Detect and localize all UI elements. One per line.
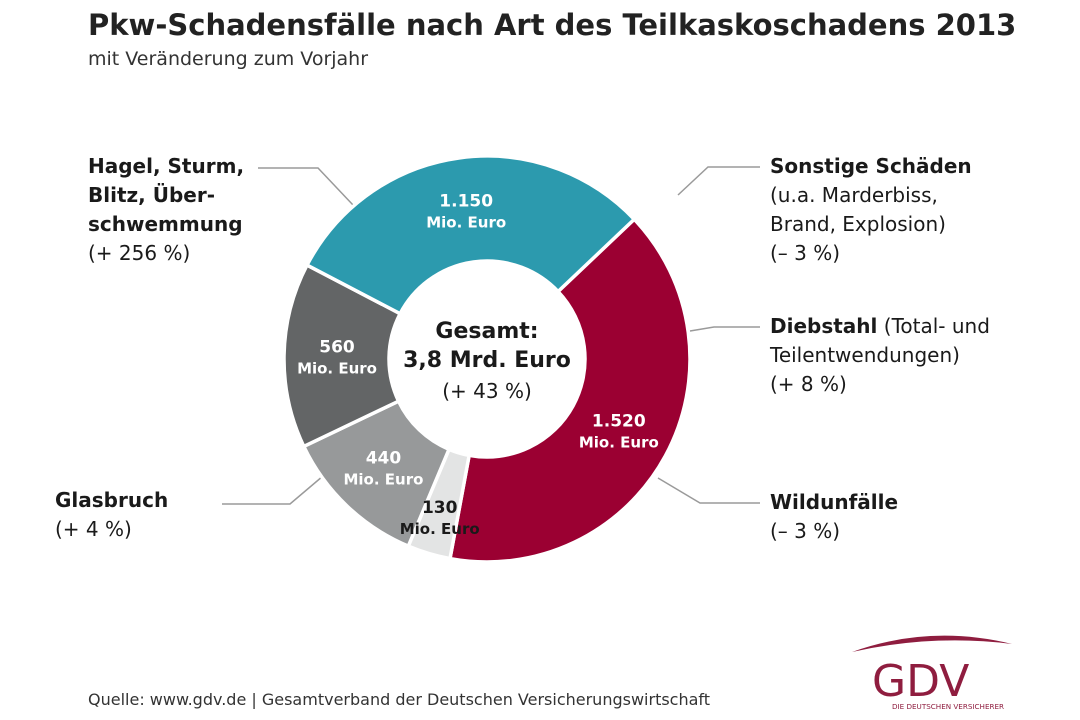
slice-glas-value: 1.150 <box>439 191 493 211</box>
leader-wild <box>657 477 760 504</box>
label-glas-line1: Glasbruch <box>55 488 169 512</box>
slice-glas-unit: Mio. Euro <box>426 213 506 231</box>
slice-diebstahl-unit: Mio. Euro <box>343 471 423 489</box>
slice-wild-unit: Mio. Euro <box>297 359 377 377</box>
gdv-logo: GDV DIE DEUTSCHEN VERSICHERER <box>852 635 1012 711</box>
source-note: Quelle: www.gdv.de | Gesamtverband der D… <box>88 690 711 709</box>
slice-value-labels: 1.520 Mio. Euro 130 Mio. Euro 440 Mio. Euro 56… <box>297 191 659 538</box>
slice-diebstahl-value: 440 <box>366 449 402 469</box>
leader-sonstige <box>677 166 760 196</box>
logo-swoosh <box>852 635 1012 652</box>
slice-hagel-value: 1.520 <box>592 412 646 432</box>
label-diebstahl-bold: Diebstahl <box>770 314 878 338</box>
label-hagel-line2: Blitz, Über- <box>88 183 216 207</box>
slice-wild-value: 560 <box>319 337 355 357</box>
center-total-change: (+ 43 %) <box>442 379 532 403</box>
label-diebstahl: Diebstahl (Total- und Teilentwendungen) … <box>770 312 990 399</box>
label-wild-line1: Wildunfälle <box>770 490 899 514</box>
label-sonstige-line3: Brand, Explosion) <box>770 212 946 236</box>
label-sonstige-change: (– 3 %) <box>770 241 841 265</box>
label-diebstahl-line2: Teilentwendungen) <box>770 343 960 367</box>
leader-hagel <box>258 167 354 206</box>
label-glas: Glasbruch (+ 4 %) <box>55 486 168 544</box>
label-hagel-line1: Hagel, Sturm, <box>88 154 245 178</box>
slice-sonstige-unit: Mio. Euro <box>400 520 480 538</box>
logo-tagline: DIE DEUTSCHEN VERSICHERER <box>892 702 1004 711</box>
center-total-label: Gesamt: <box>435 319 538 344</box>
slice-wild <box>282 262 403 449</box>
label-sonstige-line1: Sonstige Schäden <box>770 154 972 178</box>
label-sonstige: Sonstige Schäden (u.a. Marderbiss, Brand… <box>770 152 972 268</box>
slice-hagel <box>447 216 692 564</box>
chart-title: Pkw-Schadensfälle nach Art des Teilkasko… <box>88 8 1017 42</box>
center-total-value: 3,8 Mrd. Euro <box>403 348 571 373</box>
leader-glas <box>222 475 324 505</box>
label-wild-change: (– 3 %) <box>770 519 841 543</box>
slice-glas <box>304 154 637 317</box>
label-diebstahl-change: (+ 8 %) <box>770 372 847 396</box>
center-total: Gesamt: 3,8 Mrd. Euro (+ 43 %) <box>403 319 571 403</box>
label-hagel-line3: schwemmung <box>88 212 243 236</box>
logo-text: GDV <box>872 656 969 707</box>
label-sonstige-line2: (u.a. Marderbiss, <box>770 183 938 207</box>
label-glas-change: (+ 4 %) <box>55 517 132 541</box>
leader-diebstahl <box>689 326 760 332</box>
slice-hagel-unit: Mio. Euro <box>579 434 659 452</box>
label-wild: Wildunfälle (– 3 %) <box>770 488 898 546</box>
label-hagel-change: (+ 256 %) <box>88 241 191 265</box>
label-hagel: Hagel, Sturm, Blitz, Über- schwemmung (+… <box>88 152 244 268</box>
leader-lines <box>222 166 760 505</box>
label-diebstahl-rest: (Total- und <box>877 314 990 338</box>
chart-subtitle: mit Veränderung zum Vorjahr <box>88 48 369 70</box>
donut-slices <box>282 154 692 564</box>
slice-sonstige-value: 130 <box>422 498 458 518</box>
